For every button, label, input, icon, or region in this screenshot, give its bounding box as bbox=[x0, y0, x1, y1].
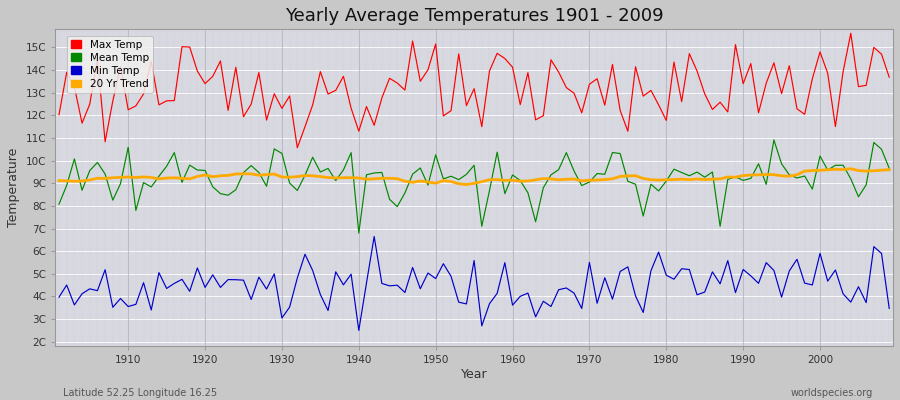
Y-axis label: Temperature: Temperature bbox=[7, 148, 20, 228]
X-axis label: Year: Year bbox=[461, 368, 488, 381]
Text: Latitude 52.25 Longitude 16.25: Latitude 52.25 Longitude 16.25 bbox=[63, 388, 217, 398]
Title: Yearly Average Temperatures 1901 - 2009: Yearly Average Temperatures 1901 - 2009 bbox=[284, 7, 663, 25]
Legend: Max Temp, Mean Temp, Min Temp, 20 Yr Trend: Max Temp, Mean Temp, Min Temp, 20 Yr Tre… bbox=[67, 36, 153, 93]
Text: worldspecies.org: worldspecies.org bbox=[791, 388, 873, 398]
